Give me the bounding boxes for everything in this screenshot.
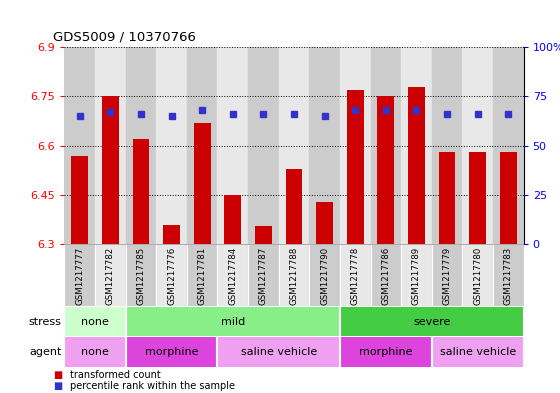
Text: transformed count: transformed count [70, 369, 161, 380]
Text: GSM1217790: GSM1217790 [320, 247, 329, 305]
Bar [102, 96, 119, 244]
Bar [125, 307, 340, 336]
Bar [279, 47, 309, 244]
Bar [463, 245, 493, 306]
Text: mild: mild [221, 317, 245, 327]
Text: ■: ■ [53, 369, 63, 380]
Text: GSM1217779: GSM1217779 [442, 247, 451, 305]
Bar [95, 245, 125, 306]
Text: GSM1217786: GSM1217786 [381, 247, 390, 305]
Text: percentile rank within the sample: percentile rank within the sample [70, 381, 235, 391]
Bar [469, 152, 486, 244]
Bar [217, 337, 340, 367]
Bar [493, 245, 524, 306]
Text: severe: severe [413, 317, 450, 327]
Bar [156, 245, 187, 306]
Bar [309, 245, 340, 306]
Text: morphine: morphine [359, 347, 413, 357]
Bar [432, 47, 463, 244]
Bar [187, 47, 217, 244]
Bar [163, 225, 180, 244]
Text: saline vehicle: saline vehicle [241, 347, 317, 357]
Bar [371, 245, 401, 306]
Bar [463, 47, 493, 244]
Bar [217, 47, 248, 244]
Bar [95, 47, 125, 244]
Bar [64, 47, 95, 244]
Bar [187, 245, 217, 306]
Bar [125, 47, 156, 244]
Bar [377, 96, 394, 244]
Text: saline vehicle: saline vehicle [440, 347, 516, 357]
Bar [248, 245, 279, 306]
Text: none: none [81, 347, 109, 357]
Bar [64, 307, 125, 336]
Bar [309, 47, 340, 244]
Text: GSM1217781: GSM1217781 [198, 247, 207, 305]
Bar [432, 337, 524, 367]
Bar [432, 245, 463, 306]
Bar [316, 202, 333, 244]
Bar [347, 90, 363, 244]
Text: GDS5009 / 10370766: GDS5009 / 10370766 [53, 30, 196, 43]
Bar [156, 47, 187, 244]
Text: GSM1217780: GSM1217780 [473, 247, 482, 305]
Text: none: none [81, 317, 109, 327]
Bar [125, 337, 217, 367]
Text: GSM1217785: GSM1217785 [137, 247, 146, 305]
Text: GSM1217787: GSM1217787 [259, 247, 268, 305]
Text: GSM1217789: GSM1217789 [412, 247, 421, 305]
Text: GSM1217783: GSM1217783 [504, 247, 513, 305]
Bar [340, 337, 432, 367]
Bar [340, 47, 371, 244]
Bar [401, 47, 432, 244]
Bar [286, 169, 302, 244]
Bar [64, 337, 125, 367]
Text: ■: ■ [53, 381, 63, 391]
Bar [133, 139, 150, 244]
Bar [408, 86, 425, 244]
Bar [340, 245, 371, 306]
Text: GSM1217784: GSM1217784 [228, 247, 237, 305]
Bar [500, 152, 517, 244]
Bar [64, 245, 95, 306]
Bar [125, 245, 156, 306]
Text: GSM1217776: GSM1217776 [167, 247, 176, 305]
Text: GSM1217782: GSM1217782 [106, 247, 115, 305]
Text: morphine: morphine [145, 347, 198, 357]
Bar [438, 152, 455, 244]
Text: GSM1217788: GSM1217788 [290, 247, 298, 305]
Text: GSM1217778: GSM1217778 [351, 247, 360, 305]
Bar [340, 307, 524, 336]
Bar [225, 195, 241, 244]
Bar [401, 245, 432, 306]
Bar [371, 47, 401, 244]
Bar [493, 47, 524, 244]
Bar [255, 226, 272, 244]
Bar [279, 245, 309, 306]
Bar [71, 156, 88, 244]
Bar [248, 47, 279, 244]
Bar [194, 123, 211, 244]
Text: stress: stress [29, 317, 62, 327]
Text: GSM1217777: GSM1217777 [75, 247, 84, 305]
Text: agent: agent [29, 347, 62, 357]
Bar [217, 245, 248, 306]
